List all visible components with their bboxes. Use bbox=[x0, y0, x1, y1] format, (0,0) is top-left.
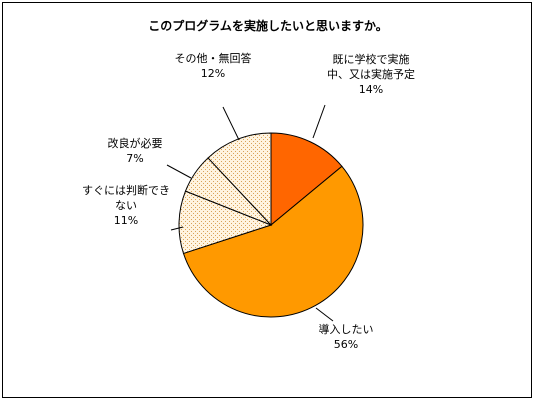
slice-category-label: 改良が必要 bbox=[108, 136, 163, 150]
leader-line bbox=[312, 104, 326, 139]
slice-percent-label: 14% bbox=[359, 83, 383, 96]
slice-percent-label: 11% bbox=[114, 214, 138, 227]
slice-percent-label: 7% bbox=[126, 152, 143, 165]
slice-percent-label: 56% bbox=[334, 338, 358, 351]
pie-slice bbox=[182, 165, 364, 318]
slice-category-label: 導入したい bbox=[319, 322, 374, 336]
slice-category-label: ない bbox=[115, 199, 137, 212]
chart-title: このプログラムを実施したいと思いますか。 bbox=[148, 19, 388, 33]
leader-line bbox=[315, 307, 334, 322]
slice-category-label: 中、又は実施予定 bbox=[327, 67, 415, 81]
leader-line bbox=[170, 226, 184, 231]
slice-category-label: その他・無回答 bbox=[175, 51, 252, 65]
pie-slice bbox=[270, 132, 343, 227]
slice-category-label: すぐには判断でき bbox=[82, 183, 170, 197]
slice-percent-label: 12% bbox=[201, 67, 225, 80]
chart-frame: このプログラムを実施したいと思いますか。 既に学校で実施 中、又は実施予定 14% 導… bbox=[2, 2, 532, 398]
pie-slice bbox=[207, 132, 272, 227]
leader-line bbox=[222, 106, 240, 141]
slice-category-label: 既に学校で実施 bbox=[333, 52, 410, 66]
leader-line bbox=[166, 164, 192, 179]
